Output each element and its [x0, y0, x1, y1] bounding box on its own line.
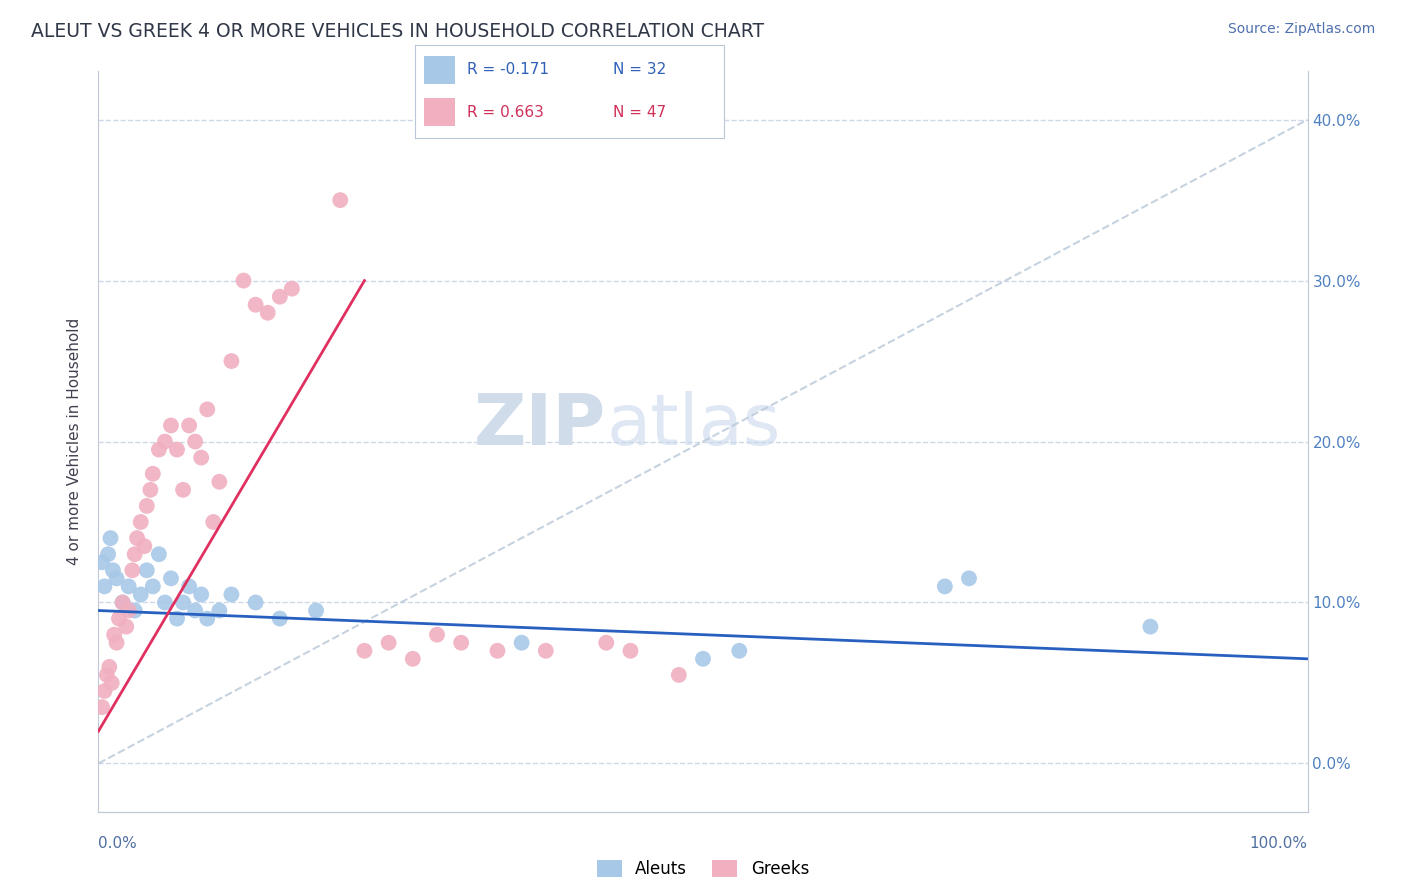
Point [305, 603, 328, 617]
Point [118, 603, 141, 617]
Point [402, 652, 425, 666]
Point [129, 515, 152, 529]
Point [115, 619, 138, 633]
Point [190, 450, 212, 465]
Point [142, 579, 165, 593]
Y-axis label: 4 or more Vehicles in Household: 4 or more Vehicles in Household [67, 318, 83, 566]
Point [111, 595, 134, 609]
Point [281, 282, 304, 296]
Text: N = 47: N = 47 [613, 104, 666, 120]
Point [195, 402, 218, 417]
Point [98, 660, 121, 674]
Point [692, 652, 714, 666]
Point [91, 555, 114, 569]
Point [124, 603, 146, 617]
Text: R = -0.171: R = -0.171 [467, 62, 550, 78]
Point [221, 587, 243, 601]
Point [179, 418, 201, 433]
Point [118, 579, 141, 593]
Point [269, 611, 291, 625]
Point [377, 636, 399, 650]
Point [957, 571, 980, 585]
Point [595, 636, 617, 650]
Point [129, 587, 152, 601]
Point [139, 483, 162, 497]
Point [221, 354, 243, 368]
Point [256, 306, 278, 320]
Text: 100.0%: 100.0% [1250, 836, 1308, 851]
Point [103, 628, 125, 642]
Point [450, 636, 472, 650]
Point [148, 442, 170, 457]
Point [245, 298, 267, 312]
Point [93, 684, 115, 698]
Point [121, 563, 143, 577]
Point [97, 547, 120, 561]
Point [934, 579, 956, 593]
Text: atlas: atlas [606, 391, 780, 460]
Point [135, 563, 157, 577]
Bar [425, 98, 456, 126]
Bar [425, 56, 456, 84]
Point [160, 418, 183, 433]
Point [353, 644, 375, 658]
Point [166, 442, 188, 457]
Point [153, 434, 176, 449]
Point [148, 547, 170, 561]
Point [91, 700, 114, 714]
Legend: Aleuts, Greeks: Aleuts, Greeks [591, 854, 815, 885]
Point [142, 467, 165, 481]
Text: Source: ZipAtlas.com: Source: ZipAtlas.com [1227, 22, 1375, 37]
Point [208, 475, 231, 489]
Point [426, 628, 449, 642]
Point [96, 668, 118, 682]
Point [510, 636, 533, 650]
Point [93, 579, 115, 593]
Point [172, 483, 194, 497]
Point [100, 676, 122, 690]
Text: ZIP: ZIP [474, 391, 606, 460]
Text: N = 32: N = 32 [613, 62, 666, 78]
Point [486, 644, 509, 658]
Point [245, 595, 267, 609]
Point [127, 531, 149, 545]
Point [108, 611, 131, 625]
Point [1139, 619, 1161, 633]
Text: ALEUT VS GREEK 4 OR MORE VEHICLES IN HOUSEHOLD CORRELATION CHART: ALEUT VS GREEK 4 OR MORE VEHICLES IN HOU… [31, 22, 763, 41]
Point [153, 595, 176, 609]
Point [534, 644, 557, 658]
Text: R = 0.663: R = 0.663 [467, 104, 544, 120]
Point [100, 531, 122, 545]
Point [190, 587, 212, 601]
Point [668, 668, 690, 682]
Point [195, 611, 218, 625]
Point [269, 290, 291, 304]
Point [135, 499, 157, 513]
Point [105, 571, 128, 585]
Point [134, 539, 156, 553]
Point [619, 644, 641, 658]
Point [105, 636, 128, 650]
Point [124, 547, 146, 561]
Point [232, 274, 254, 288]
Point [728, 644, 751, 658]
Point [184, 434, 207, 449]
Text: 0.0%: 0.0% [98, 836, 138, 851]
Point [184, 603, 207, 617]
Point [166, 611, 188, 625]
Point [202, 515, 225, 529]
Point [179, 579, 201, 593]
Point [208, 603, 231, 617]
Point [172, 595, 194, 609]
Point [111, 595, 134, 609]
Point [101, 563, 124, 577]
Point [329, 193, 352, 207]
Point [160, 571, 183, 585]
